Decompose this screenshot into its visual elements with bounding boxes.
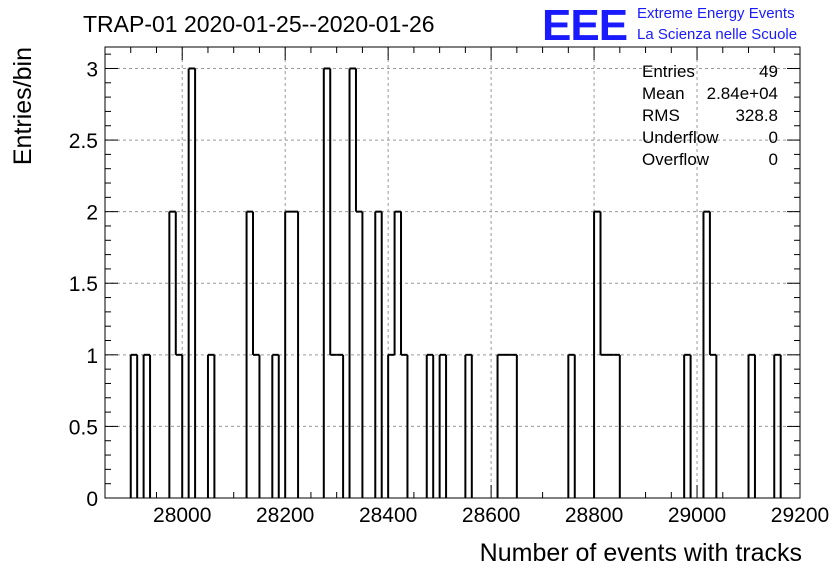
stats-underflow-value: 0 (769, 128, 778, 147)
plot-frame (104, 46, 801, 499)
chart-title: TRAP-01 2020-01-25--2020-01-26 (83, 11, 435, 37)
y-tick-label: 2 (86, 202, 98, 225)
x-tick-label: 29000 (668, 504, 726, 527)
y-tick-label: 1.5 (69, 273, 98, 296)
stats-entries-label: Entries (642, 62, 695, 81)
x-tick-label: 28600 (462, 504, 520, 527)
grid (105, 47, 800, 498)
x-tick-label: 28800 (565, 504, 623, 527)
x-tick-label: 28400 (359, 504, 417, 527)
y-tick-label: 1 (86, 345, 98, 368)
y-tick-label: 2.5 (69, 130, 98, 153)
x-axis-title: Number of events with tracks (480, 539, 802, 567)
stats-overflow-value: 0 (769, 150, 778, 169)
stats-entries-value: 49 (759, 62, 778, 81)
x-tick-label: 28200 (256, 504, 314, 527)
stats-overflow-label: Overflow (642, 150, 710, 169)
y-tick-label: 0 (86, 488, 98, 511)
stats-mean-value: 2.84e+04 (707, 84, 778, 103)
logo-line-2: La Scienza nelle Scuole (637, 26, 797, 43)
y-tick-label: 0.5 (69, 416, 98, 439)
logo-line-1: Extreme Energy Events (637, 5, 795, 22)
y-tick-labels: 0 0.5 1 1.5 2 2.5 3 (69, 58, 98, 511)
y-axis-title: Entries/bin (9, 47, 37, 165)
stats-rms-value: 328.8 (735, 106, 778, 125)
stats-mean-label: Mean (642, 84, 685, 103)
stats-box: Entries 49 Mean 2.84e+04 RMS 328.8 Under… (642, 62, 778, 169)
x-tick-label: 28000 (153, 504, 211, 527)
logo-mark: EEE (542, 1, 627, 50)
y-tick-label: 3 (86, 58, 98, 81)
x-tick-labels: 28000 28200 28400 28600 28800 29000 29200 (153, 504, 829, 527)
eee-logo: EEE Extreme Energy Events La Scienza nel… (542, 1, 797, 50)
x-tick-label: 29200 (771, 504, 829, 527)
stats-rms-label: RMS (642, 106, 680, 125)
stats-underflow-label: Underflow (642, 128, 719, 147)
histogram-bins (129, 67, 782, 498)
